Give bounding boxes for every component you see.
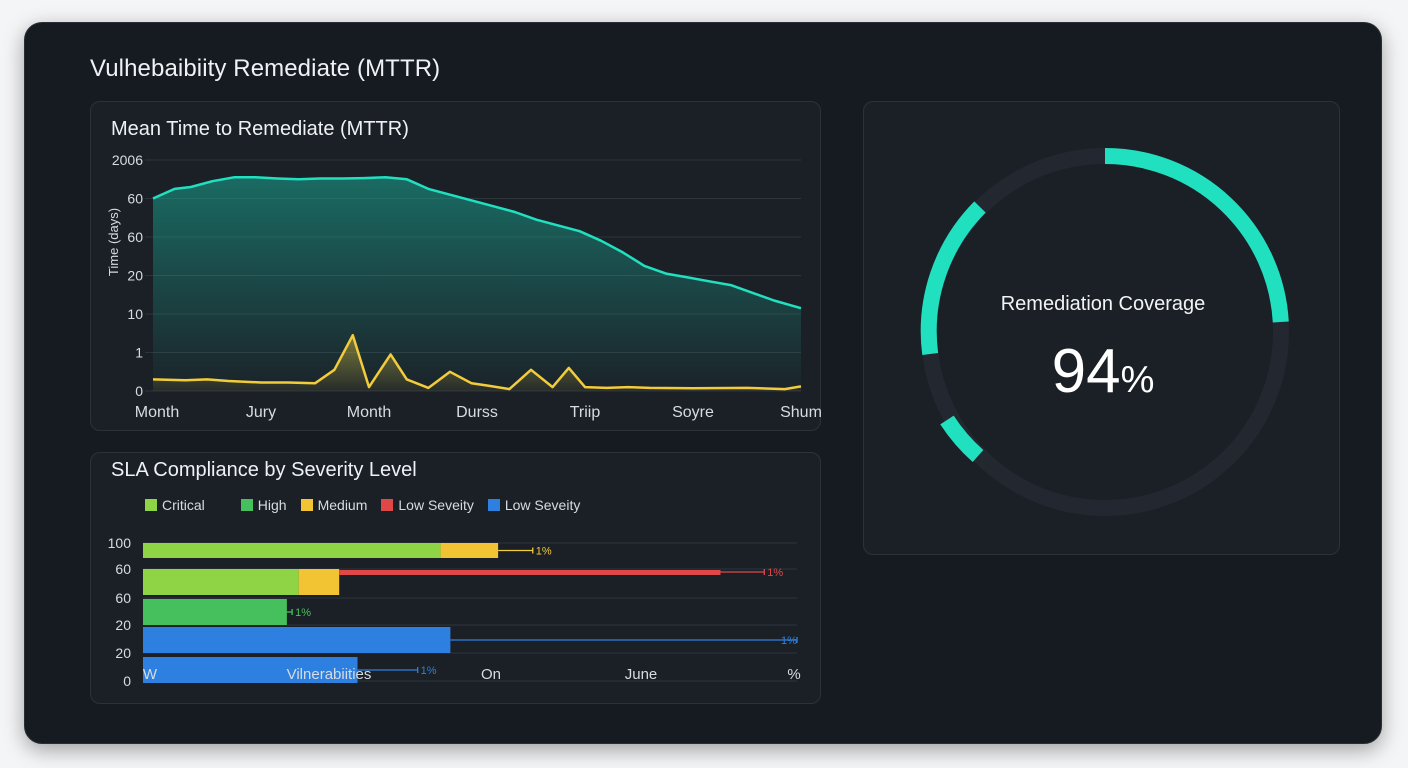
legend-label: Medium xyxy=(317,497,368,513)
sla-bar-segment xyxy=(143,627,451,653)
legend-label: Low Seveity xyxy=(398,497,474,513)
sla-x-tick-label: W xyxy=(143,666,158,683)
legend-label: Critical xyxy=(162,497,205,513)
mttr-y-tick-label: 10 xyxy=(127,306,143,322)
mttr-y-tick-label: 1 xyxy=(135,345,143,361)
sla-x-tick-label: June xyxy=(625,666,658,683)
sla-bar-segment xyxy=(298,569,340,595)
mttr-y-axis-label: Time (days) xyxy=(106,208,121,276)
mttr-x-tick-label: Triip xyxy=(570,404,601,421)
gauge-number: 94 xyxy=(1052,337,1121,406)
mttr-x-tick-label: Month xyxy=(347,404,391,421)
mttr-x-tick-label: Shum xyxy=(780,404,822,421)
sla-bar-segment xyxy=(143,657,358,683)
mttr-x-tick-label: Month xyxy=(135,404,179,421)
sla-x-tick-label: % xyxy=(787,666,800,683)
legend-item: High xyxy=(240,497,287,513)
sla-panel: SLA Compliance by Severity Level Critica… xyxy=(90,452,821,704)
legend-label: Low Seveity xyxy=(504,497,581,513)
legend-swatch xyxy=(487,499,500,511)
mttr-x-tick-label: Soyre xyxy=(672,404,714,421)
sla-bar-segment xyxy=(339,570,721,575)
legend-item: Low Seveity xyxy=(487,497,581,513)
sla-chart: 1% 1% 1% 1% 1% 100 60 60 20 20 0 W Vilnerabiities O… xyxy=(108,535,801,689)
mttr-series-area-0 xyxy=(153,177,801,391)
legend-swatch xyxy=(240,499,253,511)
sla-bar-segment xyxy=(143,543,441,558)
sla-bar-segment xyxy=(143,599,287,625)
mttr-y-tick-label: 0 xyxy=(135,383,143,399)
gauge-panel: Remediation Coverage 94% xyxy=(863,101,1340,555)
gauge-arc-low xyxy=(940,415,984,462)
sla-y-tick-label: 20 xyxy=(115,645,131,661)
gauge-label: Remediation Coverage xyxy=(1001,293,1206,315)
mttr-title: Mean Time to Remediate (MTTR) xyxy=(111,118,409,140)
sla-y-tick-label: 60 xyxy=(115,590,131,606)
sla-y-tick-label: 0 xyxy=(123,673,131,689)
mttr-x-tick-label: Durss xyxy=(456,404,498,421)
sla-y-tick-label: 60 xyxy=(115,561,131,577)
sla-title: SLA Compliance by Severity Level xyxy=(111,459,417,481)
sla-data-label: 1% xyxy=(536,546,552,558)
gauge-arc-left xyxy=(920,201,986,356)
mttr-y-tick-label: 2006 xyxy=(112,152,143,168)
sla-data-label: 1% xyxy=(421,665,437,677)
sla-y-tick-label: 100 xyxy=(108,535,132,551)
mttr-series-line-0 xyxy=(152,176,802,310)
sla-y-tick-label: 20 xyxy=(115,617,131,633)
mttr-y-tick-label: 60 xyxy=(127,191,143,207)
legend-item: Medium xyxy=(300,497,368,513)
legend-item: Low Seveity xyxy=(381,497,474,513)
legend-swatch xyxy=(145,499,157,511)
coverage-gauge: Remediation Coverage 94% xyxy=(920,148,1289,516)
sla-x-tick-label: On xyxy=(481,666,501,683)
gauge-arc-main xyxy=(1104,148,1289,323)
sla-bar-segment xyxy=(143,569,299,595)
sla-data-label: 1% xyxy=(767,567,783,579)
mttr-x-tick-label: Jury xyxy=(246,404,276,421)
legend-swatch xyxy=(381,499,394,511)
legend-label: High xyxy=(257,497,287,513)
sla-bar-segment xyxy=(440,543,499,558)
dashboard-frame: Vulhebaibiity Remediate (MTTR) Mean Time… xyxy=(24,22,1382,744)
mttr-y-tick-label: 20 xyxy=(127,268,143,284)
sla-legend: Critical High Medium Low Seveity Low Seveity xyxy=(145,497,594,513)
mttr-panel: Mean Time to Remediate (MTTR) 2006 60 60 20… xyxy=(90,101,822,431)
gauge-value: 94% xyxy=(1052,337,1155,406)
legend-swatch xyxy=(300,499,313,511)
sla-data-label: 1% xyxy=(295,607,311,619)
dashboard-title: Vulhebaibiity Remediate (MTTR) xyxy=(90,55,441,82)
mttr-series-line-1 xyxy=(152,333,802,391)
sla-x-tick-label: Vilnerabiities xyxy=(287,666,372,683)
legend-item: Critical xyxy=(145,497,205,513)
sla-data-label: 1% xyxy=(781,635,797,647)
mttr-y-tick-label: 60 xyxy=(127,229,143,245)
gauge-unit: % xyxy=(1121,359,1155,401)
mttr-series-area-1 xyxy=(153,335,801,391)
